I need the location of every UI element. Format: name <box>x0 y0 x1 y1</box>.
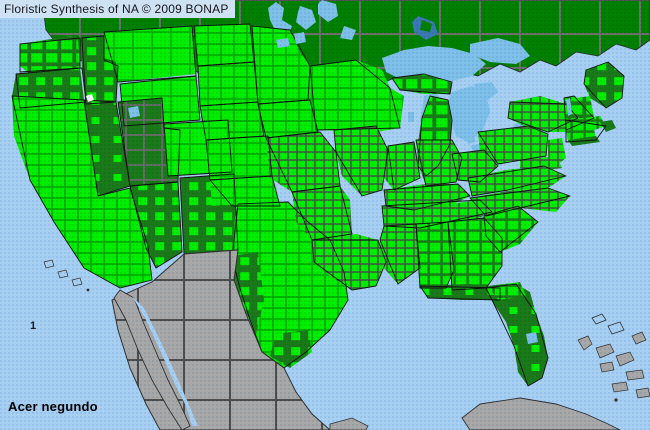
cape-cod <box>600 120 616 132</box>
state-new-hampshire <box>574 96 594 122</box>
island-bahamas <box>577 335 593 351</box>
state-arizona <box>130 182 182 268</box>
state-montana <box>104 26 196 82</box>
state-boundaries <box>11 23 625 387</box>
caribbean-islands <box>461 313 650 430</box>
state-virginia <box>468 166 566 196</box>
state-illinois <box>334 126 388 196</box>
state-minnesota <box>252 26 310 104</box>
us-northeast-region <box>478 62 624 172</box>
pacific-coastal-islands <box>43 259 90 292</box>
state-louisiana <box>312 234 386 290</box>
state-arkansas <box>292 186 352 240</box>
state-washington <box>20 36 80 74</box>
state-west-virginia <box>452 150 498 182</box>
credit-band: Floristic Synthesis of NA © 2009 BONAP <box>0 0 235 18</box>
state-south-carolina <box>484 206 538 252</box>
state-pennsylvania <box>478 126 548 164</box>
state-kansas <box>206 136 272 180</box>
state-utah <box>118 98 180 186</box>
state-new-york <box>508 96 578 132</box>
state-iowa <box>258 100 318 138</box>
footnote-marker: 1 <box>30 320 37 332</box>
credit-text: Floristic Synthesis of NA © 2009 BONAP <box>4 2 229 16</box>
us-midwest-region <box>252 26 492 290</box>
state-massachusetts <box>566 116 606 132</box>
species-name-caption: Acer negundo <box>8 399 98 414</box>
state-kentucky <box>384 184 470 210</box>
state-mississippi <box>380 224 420 284</box>
state-wisconsin <box>308 60 404 132</box>
island-cuba <box>461 397 621 430</box>
mexico-landmass <box>111 249 369 430</box>
state-maine <box>584 62 624 108</box>
inland-water <box>86 32 572 118</box>
state-south-dakota <box>198 62 258 106</box>
state-alabama <box>416 222 454 288</box>
state-north-dakota <box>194 24 254 66</box>
baja-california <box>113 289 191 430</box>
state-idaho <box>80 36 118 104</box>
state-michigan-upper <box>392 74 452 94</box>
state-california <box>12 96 152 288</box>
state-indiana <box>384 142 420 190</box>
